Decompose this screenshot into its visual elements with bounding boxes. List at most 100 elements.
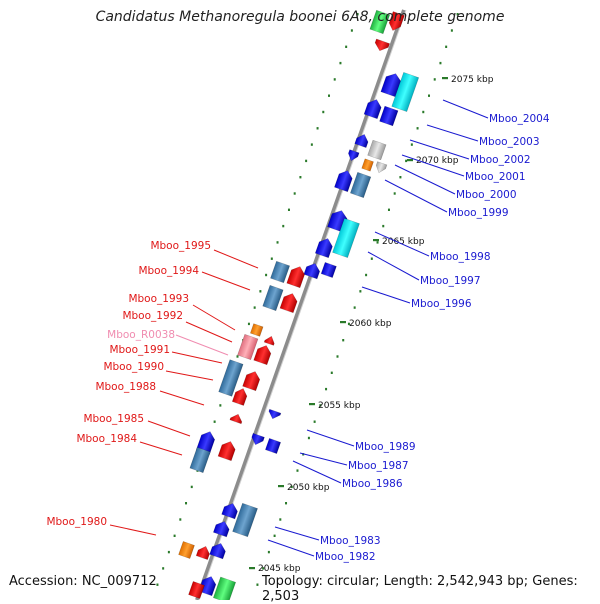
tick-dot — [422, 110, 425, 114]
scale-label: 2070 kbp — [416, 156, 459, 166]
leader-line — [213, 249, 259, 269]
gene-label-mboo-1983[interactable]: Mboo_1983 — [320, 535, 381, 547]
gene-arrow-shape — [263, 335, 275, 346]
tick-dot — [393, 192, 396, 195]
gene-block — [391, 72, 420, 112]
major-tick — [278, 485, 284, 488]
gene-label-mboo-1994[interactable]: Mboo_1994 — [138, 265, 199, 277]
gene-label-mboo-1987[interactable]: Mboo_1987 — [348, 460, 409, 472]
leader-line — [192, 304, 236, 331]
gene-label-mboo-1992[interactable]: Mboo_1992 — [122, 310, 183, 322]
gene-arrow — [380, 73, 402, 98]
gene-block — [361, 158, 374, 172]
tick-dot — [290, 485, 293, 489]
gene-arrow-shape — [268, 408, 282, 420]
gene-arrow — [231, 388, 248, 406]
gene-label-mboo-1991[interactable]: Mboo_1991 — [109, 344, 170, 356]
tick-dot — [310, 143, 313, 146]
tick-dot — [313, 420, 316, 423]
tick-dot — [370, 257, 373, 260]
tick-dot — [347, 322, 350, 326]
gene-label-mboo-1986[interactable]: Mboo_1986 — [342, 478, 403, 490]
gene-arrow-shape — [213, 521, 230, 538]
tick-dot — [282, 224, 285, 228]
gene-block — [270, 260, 290, 284]
leader-line — [171, 351, 223, 364]
major-tick — [407, 159, 413, 162]
gene-block — [212, 576, 237, 600]
gene-label-mboo-1997[interactable]: Mboo_1997 — [420, 275, 481, 287]
gene-block-shape — [388, 11, 405, 31]
gene-arrow-shape — [286, 266, 305, 289]
gene-arrow-shape — [375, 161, 388, 174]
gene-arrow — [198, 576, 217, 597]
tick-dot — [270, 257, 273, 260]
gene-arrow-shape — [251, 432, 265, 446]
gene-label-mboo-1998[interactable]: Mboo_1998 — [430, 251, 491, 263]
gene-block-shape — [178, 541, 195, 559]
gene-arrow — [286, 266, 305, 289]
gene-arrow — [263, 335, 275, 346]
gene-label-mboo-1996[interactable]: Mboo_1996 — [411, 298, 472, 310]
gene-block — [250, 323, 264, 337]
gene-block-shape — [262, 284, 284, 312]
gene-label-mboo-2000[interactable]: Mboo_2000 — [456, 189, 517, 201]
tick-dot — [376, 241, 379, 244]
gene-label-mboo-2001[interactable]: Mboo_2001 — [465, 171, 526, 183]
gene-label-mboo-1985[interactable]: Mboo_1985 — [83, 413, 144, 425]
tick-dot — [265, 273, 268, 277]
gene-arrow — [268, 408, 282, 420]
major-tick — [373, 239, 379, 242]
tick-dot — [305, 159, 308, 163]
gene-block — [379, 105, 399, 127]
tick-dot — [353, 306, 356, 309]
gene-arrow — [195, 546, 210, 560]
tick-dot — [162, 567, 165, 570]
gene-label-mboo-2004[interactable]: Mboo_2004 — [489, 113, 550, 125]
gene-label-mboo-1990[interactable]: Mboo_1990 — [103, 361, 164, 373]
tick-dot — [259, 290, 262, 293]
gene-glyphs — [178, 9, 420, 600]
gene-label-mboo-1989[interactable]: Mboo_1989 — [355, 441, 416, 453]
tick-track — [156, 13, 459, 586]
tick-dot — [287, 208, 290, 211]
tick-dot — [256, 583, 259, 586]
gene-arrow-shape — [380, 73, 402, 98]
gene-label-mboo-1988[interactable]: Mboo_1988 — [95, 381, 156, 393]
gene-block — [218, 359, 244, 397]
gene-arrow — [217, 441, 236, 462]
tick-dot — [416, 127, 419, 130]
leader-line — [401, 154, 465, 177]
gene-arrow-shape — [348, 149, 360, 162]
gene-label-mboo-2002[interactable]: Mboo_2002 — [470, 154, 531, 166]
gene-arrow — [314, 238, 333, 259]
gene-arrow — [375, 161, 388, 174]
leader-line — [361, 286, 411, 304]
gene-label-mboo-1995[interactable]: Mboo_1995 — [150, 240, 211, 252]
gene-label-mboo-1982[interactable]: Mboo_1982 — [315, 551, 376, 563]
tick-dot — [382, 224, 385, 228]
gene-block-shape — [232, 502, 258, 538]
gene-block-shape — [212, 576, 237, 600]
gene-label-mboo-2003[interactable]: Mboo_2003 — [479, 136, 540, 148]
gene-label-mboo-1993[interactable]: Mboo_1993 — [128, 293, 189, 305]
gene-block — [350, 171, 372, 199]
gene-arrow-shape — [231, 388, 248, 406]
leader-line — [394, 164, 456, 195]
gene-label-mboo-1984[interactable]: Mboo_1984 — [76, 433, 137, 445]
gene-label-mboo-r0038[interactable]: Mboo_R0038 — [107, 329, 175, 341]
gene-arrow — [242, 371, 261, 392]
gene-block-shape — [369, 9, 391, 35]
gene-label-mboo-1980[interactable]: Mboo_1980 — [46, 516, 107, 528]
gene-block — [262, 284, 284, 312]
leader-line — [267, 539, 315, 557]
gene-label-mboo-1999[interactable]: Mboo_1999 — [448, 207, 509, 219]
tick-dot — [213, 420, 216, 423]
gene-arrow — [374, 38, 390, 52]
leader-line — [374, 231, 430, 257]
scale-label: 2050 kbp — [287, 483, 330, 493]
tick-dot — [190, 485, 193, 489]
leader-line — [109, 524, 157, 536]
gene-arrow-shape — [229, 413, 243, 425]
leader-line — [426, 124, 479, 142]
